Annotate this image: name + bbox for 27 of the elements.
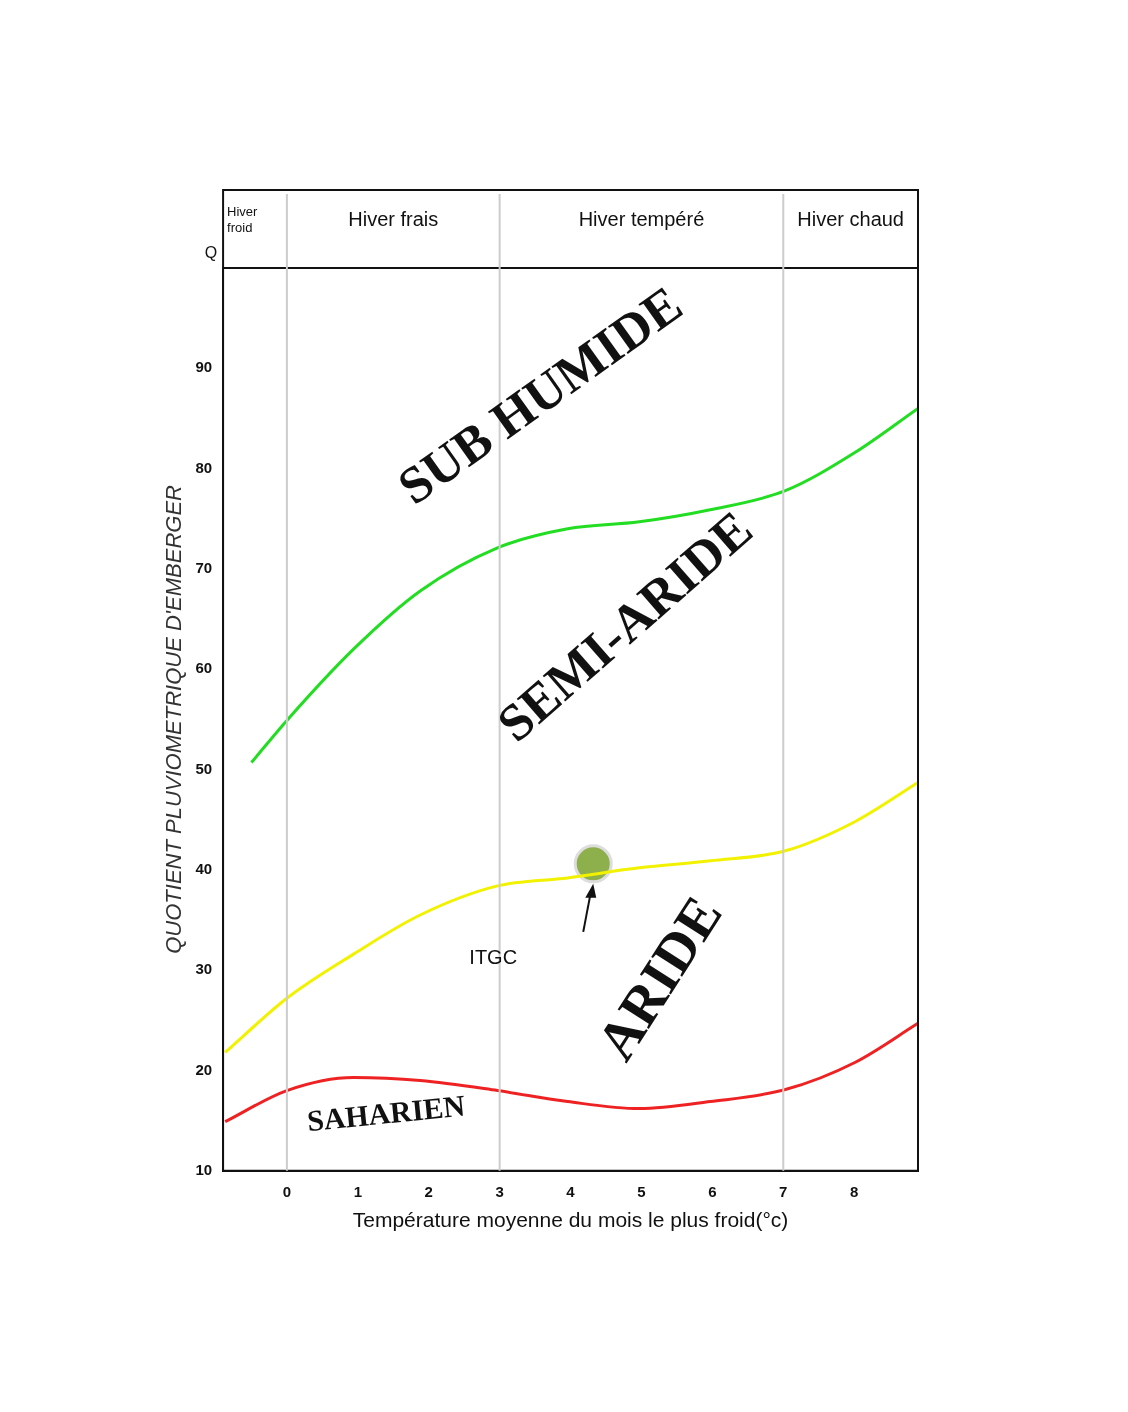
text: Hiver froid (227, 203, 259, 235)
text: Q (204, 244, 218, 262)
annotation: SAHARIEN (305, 1088, 467, 1138)
y-tick-label: 20 (195, 1060, 213, 1078)
y-tick-label: 70 (195, 559, 213, 577)
x-axis-title: Température moyenne du mois le plus froid(°c) (352, 1208, 789, 1232)
x-tick-label: 0 (282, 1182, 292, 1200)
x-tick-label: 3 (495, 1182, 504, 1200)
y-tick-label: 30 (195, 960, 213, 978)
x-tick-label: 5 (637, 1182, 646, 1200)
text: ITGC (469, 946, 518, 969)
y-tick-label: 90 (195, 358, 213, 376)
x-tick-label: 4 (566, 1182, 576, 1200)
y-tick-label: 60 (195, 659, 213, 677)
text: Hiver chaud (797, 207, 904, 230)
text: Hiver tempéré (578, 207, 705, 230)
x-tick-label: 2 (424, 1182, 433, 1200)
text: Hiver frais (348, 207, 439, 230)
x-tick-label: 1 (353, 1182, 362, 1200)
x-tick-label: 7 (779, 1182, 788, 1200)
y-tick-label: 50 (195, 759, 213, 777)
y-axis-title: QUOTIENT PLUVIOMETRIQUE D'EMBERGER (161, 484, 187, 954)
y-tick-label: 40 (195, 860, 213, 878)
x-tick-label: 8 (850, 1182, 859, 1200)
y-tick-label: 10 (195, 1160, 213, 1178)
y-tick-label: 80 (195, 458, 213, 476)
x-tick-label: 6 (708, 1182, 717, 1200)
